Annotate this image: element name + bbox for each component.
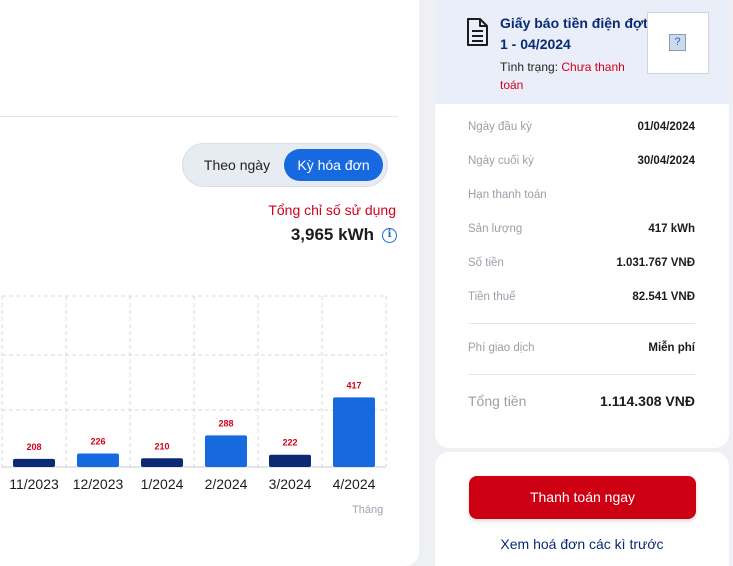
row-value: 417 kWh	[648, 223, 695, 235]
row-label: Tiền thuế	[468, 291, 516, 303]
divider	[468, 374, 695, 375]
row-value: 1.031.767 VNĐ	[616, 257, 695, 269]
bar	[13, 458, 55, 467]
row-label: Ngày đầu kỳ	[468, 121, 532, 133]
bar	[205, 435, 247, 467]
tick-label: 1/2024	[141, 476, 184, 492]
view-previous-bills-link[interactable]: Xem hoá đơn các kì trước	[500, 536, 664, 552]
total-usage-value: 3,965 kWh	[290, 225, 374, 244]
bill-header: Giấy báo tiền điện đợt 1 - 04/2024 Tình …	[435, 0, 729, 104]
row-value: 30/04/2024	[637, 155, 695, 167]
data-label: 222	[282, 438, 297, 448]
bar	[141, 458, 183, 467]
bill-detail-card: Giấy báo tiền điện đợt 1 - 04/2024 Tình …	[435, 0, 729, 448]
data-label: 208	[26, 442, 41, 452]
consumption-panel: Theo ngày Kỳ hóa đơn Tổng chỉ số sử dụng…	[0, 0, 419, 566]
period-toggle: Theo ngày Kỳ hóa đơn	[182, 143, 388, 187]
action-card: Thanh toán ngay Xem hoá đơn các kì trước	[435, 452, 729, 566]
data-label: 417	[346, 380, 361, 390]
data-label: 210	[154, 441, 169, 451]
toggle-by-bill-period[interactable]: Kỳ hóa đơn	[284, 149, 383, 181]
bar	[77, 453, 119, 467]
pay-now-button[interactable]: Thanh toán ngay	[469, 476, 696, 519]
bar	[269, 454, 311, 467]
row-value: 01/04/2024	[637, 121, 695, 133]
consumption-bar-chart: 208 11/2023 226 12/2023 210 1/2024 288 2/2024 22…	[1, 295, 387, 492]
qr-code-image: ?	[647, 12, 709, 74]
tick-label: 2/2024	[205, 476, 248, 492]
divider	[468, 323, 695, 324]
row-label: Phí giao dịch	[468, 342, 535, 354]
total-usage-label: Tổng chỉ số sử dụng	[268, 202, 396, 218]
row-label: Sản lượng	[468, 223, 523, 235]
status-value: Chưa thanh toán	[500, 60, 625, 92]
document-icon	[467, 18, 488, 46]
data-label: 226	[90, 437, 105, 447]
panel-divider	[0, 116, 398, 117]
data-label: 288	[218, 418, 233, 428]
total-label: Tổng tiền	[468, 393, 527, 409]
tick-label: 3/2024	[269, 476, 312, 492]
tick-label: 11/2023	[9, 476, 59, 492]
row-value: Miễn phí	[648, 342, 695, 354]
status-label: Tình trạng:	[500, 60, 559, 74]
row-label: Số tiền	[468, 257, 504, 269]
bill-title: Giấy báo tiền điện đợt 1 - 04/2024	[500, 15, 648, 52]
row-label: Hạn thanh toán	[468, 189, 547, 201]
total-value: 1.114.308 VNĐ	[600, 393, 695, 409]
row-label: Ngày cuối kỳ	[468, 155, 534, 167]
bar	[333, 397, 375, 467]
tick-label: 4/2024	[333, 476, 376, 492]
payment-status: Tình trạng: Chưa thanh toán	[500, 58, 630, 94]
row-value: 82.541 VNĐ	[632, 291, 695, 303]
x-axis-title: Tháng	[352, 504, 384, 516]
toggle-by-day[interactable]: Theo ngày	[203, 157, 271, 173]
tick-label: 12/2023	[73, 476, 124, 492]
info-icon[interactable]: i	[382, 228, 397, 243]
broken-image-icon: ?	[669, 34, 686, 51]
